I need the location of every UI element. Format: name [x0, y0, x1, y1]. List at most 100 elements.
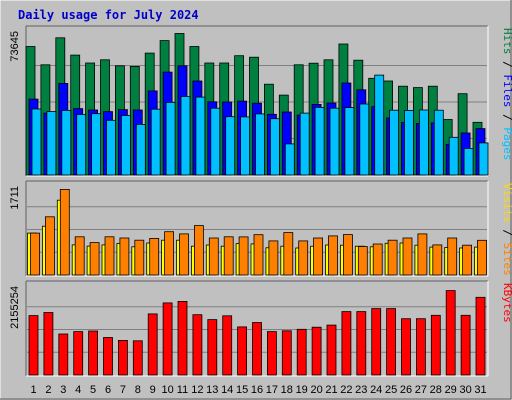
visits-bar-sites	[193, 225, 204, 276]
visits-bar-sites	[477, 239, 487, 276]
x-tick-label: 8	[135, 384, 141, 396]
hits-series-pages	[31, 74, 489, 176]
hits-bar-pages	[180, 96, 191, 176]
kbytes-bar-kbytes	[415, 318, 426, 376]
x-tick-label: 4	[75, 384, 81, 396]
kbytes-side-label-kbytes: KBytes	[501, 283, 512, 323]
x-tick-label: 30	[459, 384, 471, 396]
visits-bar-sites	[119, 237, 130, 276]
x-tick-label: 28	[430, 384, 442, 396]
visits-bar-sites	[417, 233, 428, 276]
kbytes-bar-kbytes	[341, 311, 352, 376]
hits-bar-pages	[448, 136, 459, 176]
x-tick-label: 20	[310, 384, 322, 396]
hits-bar-pages	[284, 143, 295, 176]
visits-bar-sites	[298, 240, 309, 276]
kbytes-bar-kbytes	[222, 315, 233, 376]
hits-bar-pages	[61, 110, 72, 176]
chart-title: Daily usage for July 2024	[18, 8, 199, 22]
kbytes-bar-kbytes	[430, 314, 441, 376]
x-tick-label: 24	[370, 384, 382, 396]
visits-series-sites	[30, 188, 487, 276]
x-tick-label: 15	[236, 384, 248, 396]
visits-bar-sites	[432, 244, 443, 276]
visits-side-label-separator: /	[501, 223, 512, 243]
visits-bar-sites	[45, 216, 55, 276]
kbytes-bar-kbytes	[371, 308, 382, 376]
kbytes-bar-kbytes	[28, 315, 39, 376]
x-tick-label: 23	[355, 384, 367, 396]
kbytes-bar-kbytes	[460, 314, 471, 376]
hits-bar-pages	[135, 124, 146, 176]
visits-bar-sites	[342, 234, 353, 276]
x-tick-label: 18	[281, 384, 293, 396]
kbytes-bar-kbytes	[73, 331, 84, 376]
x-tick-label: 14	[221, 384, 233, 396]
visits-max-label: 1711	[9, 186, 21, 210]
x-tick-label: 17	[266, 384, 278, 396]
x-tick-label: 25	[385, 384, 397, 396]
x-tick-label: 22	[340, 384, 352, 396]
visits-side-label-visits: Visits	[501, 183, 512, 223]
visits-side-label-sites: Sites	[501, 243, 512, 276]
kbytes-bar-kbytes	[445, 290, 456, 376]
kbytes-bar-kbytes	[401, 318, 411, 376]
hits-max-label: 73645	[9, 31, 21, 62]
kbytes-bar-kbytes	[386, 308, 397, 376]
visits-bar-sites	[164, 231, 175, 276]
x-tick-label: 19	[296, 384, 308, 396]
x-tick-label: 31	[474, 384, 486, 396]
kbytes-bar-kbytes	[118, 339, 128, 376]
x-tick-label: 10	[161, 384, 173, 396]
x-tick-label: 11	[177, 384, 188, 396]
hits-side-label-separator: /	[501, 55, 512, 75]
visits-bar-sites	[328, 235, 338, 276]
x-tick-label: 16	[251, 384, 263, 396]
hits-bar-pages	[269, 118, 280, 176]
hits-bar-pages	[106, 119, 116, 176]
hits-side-label-files: Files	[501, 74, 512, 107]
x-tick-label: 2	[45, 384, 51, 396]
visits-side-label: Visits / Sites	[501, 183, 512, 276]
visits-bar-sites	[30, 232, 40, 276]
x-tick-label: 12	[191, 384, 203, 396]
hits-bar-pages	[478, 142, 489, 176]
hits-bar-pages	[150, 108, 161, 176]
visits-bar-sites	[253, 234, 264, 276]
hits-bar-pages	[314, 107, 325, 176]
hits-bar-pages	[210, 107, 221, 176]
hits-side-label-separator: /	[501, 108, 512, 128]
panel-visits: 1711 Visits / Sites	[9, 180, 512, 277]
x-tick-label: 5	[90, 384, 96, 396]
x-tick-label: 13	[206, 384, 218, 396]
hits-bar-pages	[240, 116, 251, 176]
x-tick-label: 26	[400, 384, 412, 396]
kbytes-bar-kbytes	[147, 313, 158, 376]
hits-bar-pages	[418, 109, 429, 176]
hits-bar-pages	[463, 147, 474, 176]
hits-bar-pages	[404, 110, 414, 176]
hits-bar-pages	[255, 113, 265, 176]
kbytes-bar-kbytes	[326, 324, 337, 376]
kbytes-series-kbytes	[28, 290, 486, 376]
hits-bar-pages	[76, 114, 87, 176]
panel-hits: 73645 Hits / Files / Pages	[9, 25, 512, 177]
kbytes-max-label: 2155254	[9, 286, 21, 329]
x-tick-label: 21	[325, 384, 337, 396]
visits-bar-sites	[149, 237, 160, 276]
hits-bar-pages	[344, 107, 355, 176]
visits-bar-sites	[462, 244, 473, 276]
kbytes-bar-kbytes	[356, 311, 367, 376]
kbytes-bar-kbytes	[192, 314, 203, 376]
visits-bar-sites	[134, 239, 145, 276]
hits-side-label-hits: Hits	[501, 28, 512, 55]
visits-bar-sites	[283, 232, 294, 276]
hits-bar-pages	[31, 108, 42, 176]
hits-bar-pages	[165, 102, 176, 176]
visits-bar-sites	[357, 246, 368, 276]
visits-bar-sites	[447, 237, 458, 276]
hits-bar-pages	[46, 111, 57, 176]
kbytes-bar-kbytes	[266, 331, 277, 376]
hits-bar-pages	[389, 109, 400, 176]
x-tick-label: 27	[415, 384, 427, 396]
